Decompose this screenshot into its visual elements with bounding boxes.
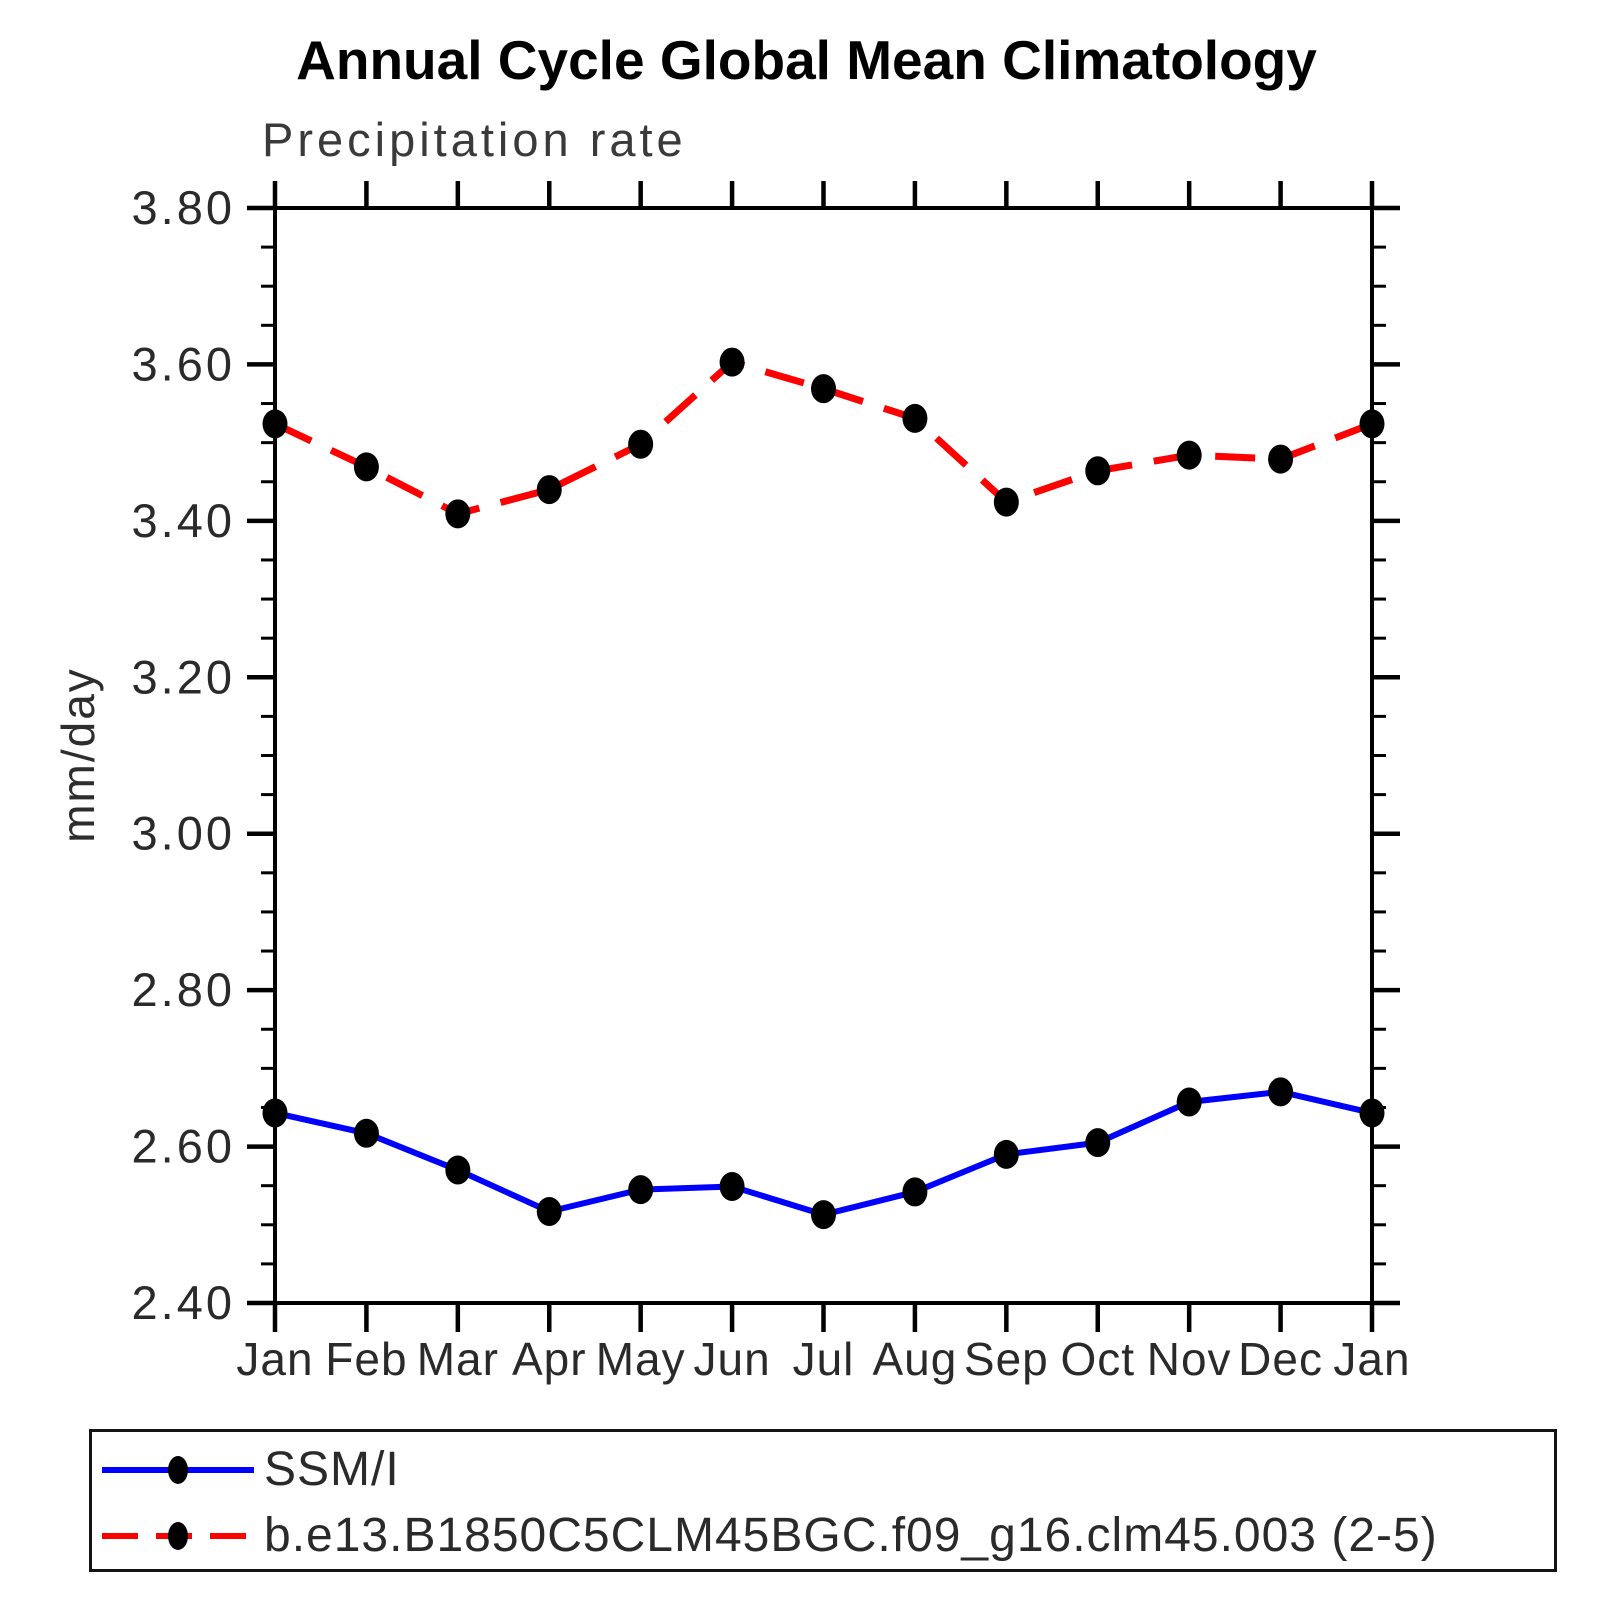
y-tick-label: 3.80 [132,181,235,234]
month-label: Sep [964,1333,1049,1385]
series-0 [262,1077,1385,1230]
data-point-marker [1176,440,1202,470]
legend-entry-ssmi: SSM/I [92,1445,1554,1495]
month-label: Jun [693,1333,770,1385]
month-label: Aug [872,1333,957,1385]
y-tick-label: 2.80 [132,963,235,1016]
month-label: Jan [1333,1333,1410,1385]
month-label: Feb [325,1333,407,1385]
y-tick-label: 2.40 [132,1276,235,1329]
month-label: Jul [793,1333,855,1385]
month-label: Jan [236,1333,313,1385]
y-tick-label: 2.60 [132,1120,235,1173]
data-point-marker [719,347,745,377]
legend-entry-model: b.e13.B1850C5CLM45BGC.f09_g16.clm45.003 … [92,1511,1554,1561]
month-label: Oct [1060,1333,1135,1385]
data-point-marker [993,1139,1019,1169]
series-line-0 [274,1088,1373,1218]
data-point-marker [902,403,928,433]
series-1 [262,347,1385,529]
y-tick-label: 3.60 [132,337,235,390]
y-tick-label: 3.00 [132,807,235,860]
month-label: Dec [1238,1333,1323,1385]
data-point-marker [1268,444,1294,474]
y-tick-label: 3.20 [132,650,235,703]
data-point-marker [811,374,836,404]
data-point-marker [628,429,654,459]
data-point-marker [536,1196,562,1226]
data-point-marker [1176,1087,1202,1117]
legend-label-ssmi: SSM/I [264,1443,400,1496]
data-point-marker [445,1155,471,1185]
data-point-marker [1268,1077,1294,1107]
data-point-marker [628,1175,654,1205]
legend-line-sample-dashed [102,1522,254,1550]
data-point-marker [1085,1128,1111,1158]
data-point-marker [536,475,562,505]
legend: SSM/I b.e13.B1850C5CLM45BGC.f09_g16.clm4… [89,1429,1557,1572]
month-label: May [596,1333,686,1385]
data-point-marker [719,1171,745,1201]
plot-frame [273,206,1374,1305]
data-point-marker [262,1098,288,1128]
data-point-marker [262,409,288,439]
legend-label-model: b.e13.B1850C5CLM45BGC.f09_g16.clm45.003 … [264,1509,1438,1562]
data-point-marker [353,452,379,482]
data-point-marker [993,487,1019,517]
legend-line-sample-solid [102,1456,254,1484]
chart-title: Annual Cycle Global Mean Climatology [296,29,1317,91]
data-point-marker [1359,1098,1385,1128]
y-tick-label: 3.40 [132,494,235,547]
data-point-marker [902,1177,928,1207]
data-point-marker [1085,456,1111,486]
month-label: Nov [1147,1333,1232,1385]
data-point-marker [353,1118,379,1148]
month-label: Mar [417,1333,499,1385]
y-axis: 3.80 3.60 3.40 3.20 3.00 2.80 2.60 2.40 [132,181,1400,1329]
x-axis: Jan Feb Mar Apr May Jun Jul Aug Sep Oct Nov Dec Jan [236,181,1410,1385]
data-point-marker [1359,409,1385,439]
data-point-marker [811,1200,836,1230]
chart-subtitle: Precipitation rate [262,113,687,166]
data-point-marker [445,499,471,529]
month-label: Apr [512,1333,587,1385]
